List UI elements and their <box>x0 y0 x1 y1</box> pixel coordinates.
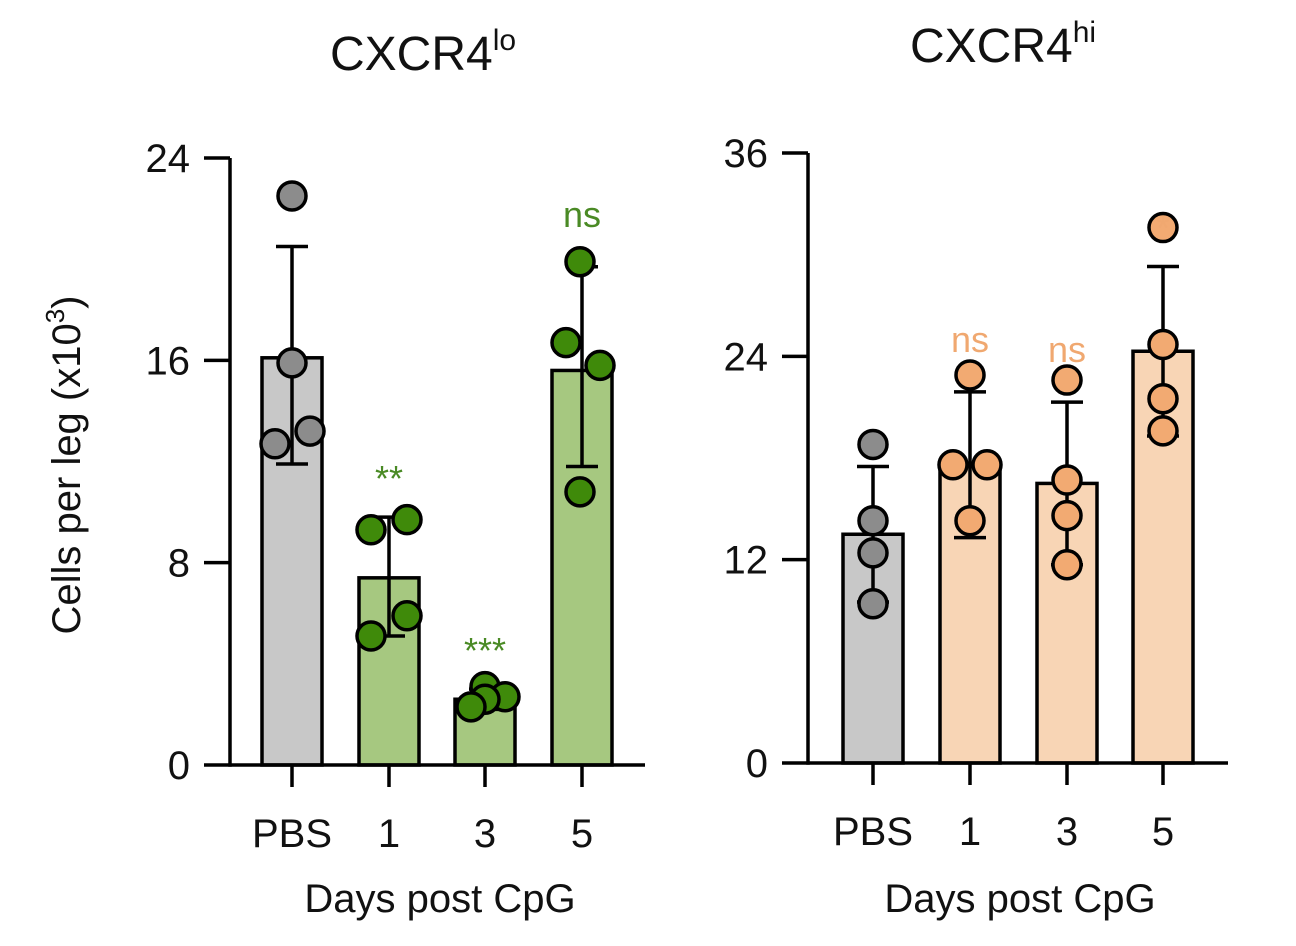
point-hi-2-0 <box>1051 364 1083 396</box>
point-lo-0-2 <box>294 415 326 447</box>
y-axis-label-close: ) <box>45 295 89 308</box>
point-hi-1-2 <box>971 449 1003 481</box>
y-tick-label-hi-2: 24 <box>724 335 769 379</box>
point-lo-1-3 <box>355 620 387 652</box>
x-tick-label-lo-0: PBS <box>252 812 332 856</box>
panel-lo-significance: *****ns <box>375 194 601 671</box>
y-axis-label: Cells per leg (x103) <box>40 295 89 634</box>
point-hi-0-2 <box>857 537 889 569</box>
panel-lo-title-main: CXCR4 <box>330 28 493 81</box>
panel-lo-title-sup: lo <box>493 24 516 57</box>
panel-lo-x-axis-label: Days post CpG <box>304 877 575 921</box>
y-tick-label-lo-3: 24 <box>146 137 191 181</box>
x-tick-label-lo-3: 5 <box>571 812 593 856</box>
y-tick-label-hi-3: 36 <box>724 132 769 176</box>
point-hi-2-3 <box>1051 549 1083 581</box>
point-hi-1-0 <box>954 359 986 391</box>
significance-hi-1: ns <box>951 319 989 360</box>
point-hi-0-0 <box>857 428 889 461</box>
point-lo-1-1 <box>391 503 423 536</box>
point-lo-0-0 <box>276 180 308 212</box>
point-lo-1-2 <box>391 600 423 632</box>
point-hi-3-1 <box>1147 328 1179 361</box>
y-tick-label-hi-1: 12 <box>724 539 769 583</box>
panel-lo-error-bars <box>276 244 598 712</box>
point-hi-2-2 <box>1051 499 1083 532</box>
point-hi-3-0 <box>1147 211 1179 244</box>
y-axis-label-main: Cells per leg (x10 <box>45 323 89 634</box>
panel-hi-bars <box>841 349 1195 765</box>
bar-lo-3 <box>550 368 614 767</box>
x-tick-label-hi-3: 5 <box>1152 810 1174 854</box>
point-lo-0-1 <box>276 347 308 379</box>
point-lo-0-3 <box>259 428 291 460</box>
x-tick-label-hi-1: 1 <box>959 810 981 854</box>
panel-hi-title-main: CXCR4 <box>910 20 1073 73</box>
significance-lo-2: *** <box>464 630 506 671</box>
point-lo-3-2 <box>584 349 616 382</box>
panel-hi-significance: ns ns * <box>951 208 1170 371</box>
y-tick-label-hi-0: 0 <box>746 742 768 786</box>
point-hi-0-1 <box>857 504 889 537</box>
panel-cxcr4-hi: CXCR4hi ns ns * PBS 1 3 5 0 12 24 36 Days post Cp… <box>724 16 1228 921</box>
point-hi-2-1 <box>1051 464 1083 496</box>
x-tick-label-hi-2: 3 <box>1056 810 1078 854</box>
panel-hi-x-axis-label: Days post CpG <box>884 877 1155 921</box>
point-lo-3-0 <box>564 245 596 278</box>
point-hi-1-3 <box>954 504 986 537</box>
panel-hi-axes: PBS 1 3 5 0 12 24 36 <box>724 132 1228 854</box>
panel-lo-axes: PBS 1 3 5 0 8 16 24 <box>146 137 645 856</box>
panel-lo-points <box>259 180 616 723</box>
point-hi-3-3 <box>1147 415 1179 447</box>
point-lo-2-3 <box>455 691 487 723</box>
panel-lo-title: CXCR4lo <box>330 24 516 81</box>
y-tick-label-lo-1: 8 <box>168 542 190 586</box>
panel-hi-points <box>857 211 1179 620</box>
x-tick-label-hi-0: PBS <box>833 810 913 854</box>
x-tick-label-lo-1: 1 <box>378 812 400 856</box>
point-hi-1-1 <box>937 449 969 481</box>
y-tick-label-lo-2: 16 <box>146 339 191 383</box>
significance-hi-2: ns <box>1048 329 1086 370</box>
x-tick-label-lo-2: 3 <box>474 812 496 856</box>
panel-cxcr4-lo: CXCR4lo Cells per leg (x103) *****ns PBS… <box>40 24 645 921</box>
significance-hi-3: * <box>1156 208 1170 249</box>
significance-lo-1: ** <box>375 458 403 499</box>
point-lo-1-0 <box>355 514 387 546</box>
panel-hi-title: CXCR4hi <box>910 16 1096 73</box>
point-lo-3-3 <box>564 476 596 508</box>
significance-lo-3: ns <box>563 194 601 235</box>
point-hi-0-3 <box>857 587 889 620</box>
point-lo-3-1 <box>550 326 582 359</box>
panel-hi-title-sup: hi <box>1073 16 1096 49</box>
panel-hi-error-bars <box>857 264 1179 604</box>
y-tick-label-lo-0: 0 <box>168 744 190 788</box>
y-axis-label-sup: 3 <box>40 309 70 323</box>
point-hi-3-2 <box>1147 382 1179 415</box>
